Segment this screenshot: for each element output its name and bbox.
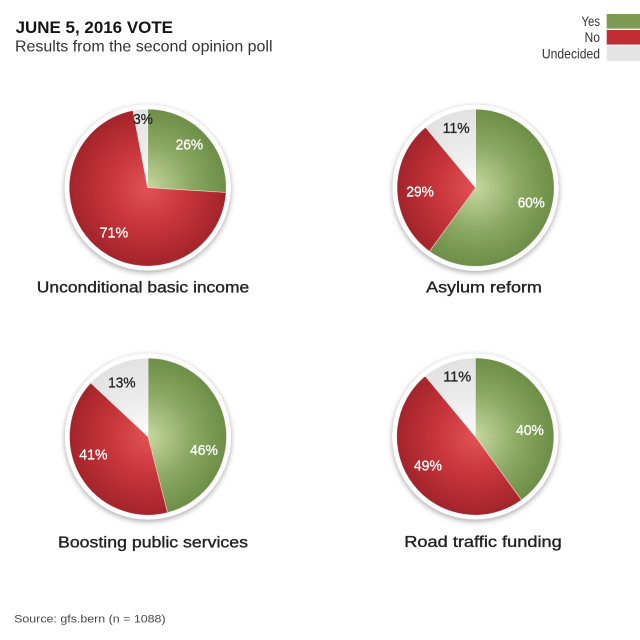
svg-text:3%: 3% [133,111,153,128]
svg-text:Unconditional basic income: Unconditional basic income [37,280,249,297]
svg-text:Boosting public services: Boosting public services [58,534,248,551]
svg-text:13%: 13% [108,375,135,392]
svg-text:Yes: Yes [582,14,601,29]
svg-text:Results from the second opinio: Results from the second opinion poll [15,39,273,56]
svg-text:JUNE 5, 2016 VOTE: JUNE 5, 2016 VOTE [16,18,173,37]
svg-text:46%: 46% [190,442,218,459]
svg-text:11%: 11% [443,369,471,386]
svg-text:Undecided: Undecided [542,46,600,61]
svg-text:11%: 11% [443,120,470,137]
svg-text:60%: 60% [518,194,545,211]
svg-text:71%: 71% [100,225,129,242]
svg-text:No: No [585,30,601,45]
svg-text:41%: 41% [79,447,107,464]
svg-text:29%: 29% [406,184,433,201]
svg-text:Asylum reform: Asylum reform [426,279,542,296]
svg-text:Road traffic funding: Road traffic funding [404,534,562,551]
svg-text:49%: 49% [414,458,442,475]
svg-text:40%: 40% [516,422,544,439]
svg-text:26%: 26% [176,136,204,153]
svg-text:Source: gfs.bern (n = 1088): Source: gfs.bern (n = 1088) [14,613,166,625]
